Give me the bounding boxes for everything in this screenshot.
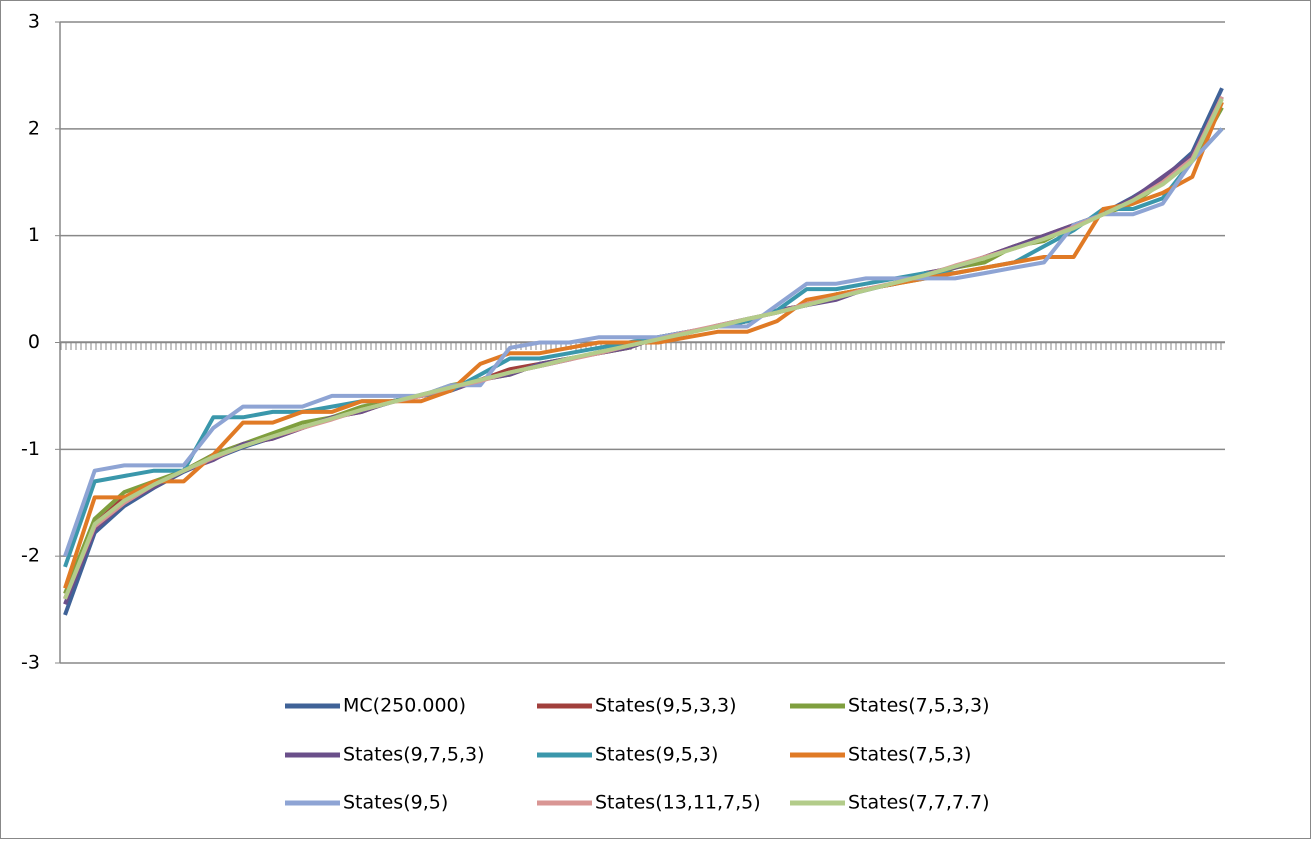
legend-label: States(7,7,7.7) [848, 792, 990, 814]
legend-label: States(13,11,7,5) [595, 792, 761, 814]
legend-label: States(9,5,3,3) [595, 695, 737, 717]
x-axis-ticks [60, 342, 1225, 350]
legend-label: States(9,5,3) [595, 744, 718, 766]
y-tick-label: 1 [28, 224, 40, 246]
y-tick-label: -3 [21, 652, 40, 674]
grid [60, 21, 1225, 664]
legend-label: States(9,5) [343, 792, 448, 814]
legend-label: States(9,7,5,3) [343, 744, 485, 766]
series-line [63, 98, 1224, 600]
legend-label: MC(250.000) [343, 695, 466, 717]
y-tick-label: -2 [21, 545, 40, 567]
y-tick-label: 0 [28, 331, 40, 353]
series-line [63, 127, 1224, 557]
legend-label: States(7,5,3) [848, 744, 971, 766]
y-tick-label: 2 [28, 117, 40, 139]
legend-label: States(7,5,3,3) [848, 695, 990, 717]
series-line [63, 127, 1224, 568]
y-tick-label: 3 [28, 11, 40, 33]
y-tick-label: -1 [21, 438, 40, 460]
